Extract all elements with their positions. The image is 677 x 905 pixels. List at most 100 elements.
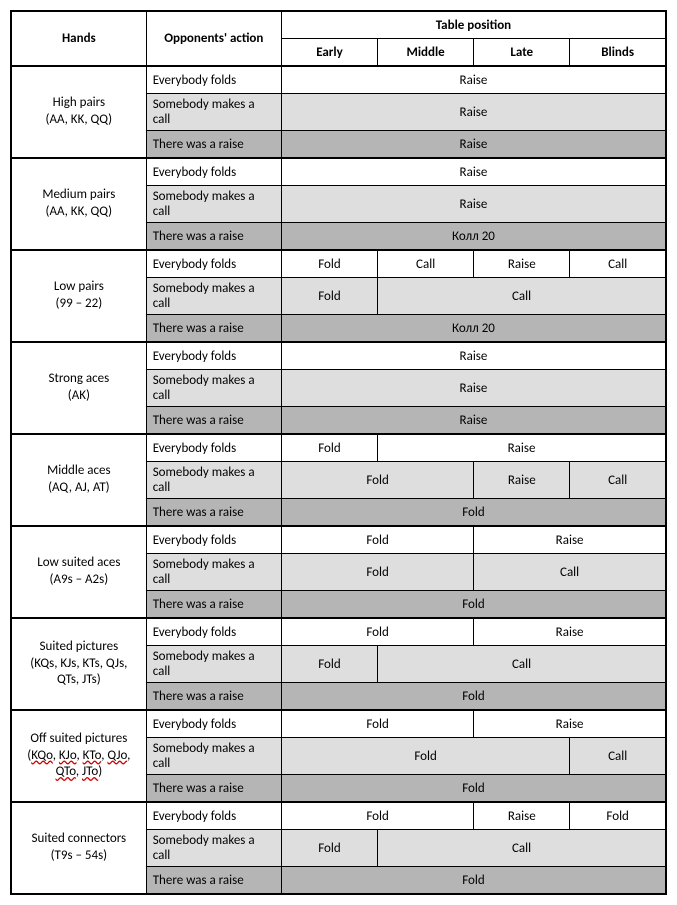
action-folds: Everybody folds bbox=[146, 434, 281, 462]
action-raise: There was a raise bbox=[146, 867, 281, 895]
off-hand-4: QJo bbox=[107, 748, 127, 763]
hand-sub: (AA, KK, QQ) bbox=[46, 204, 113, 219]
decision: Raise bbox=[474, 710, 666, 738]
off-hand-5: QTo bbox=[56, 764, 76, 779]
decision: Fold bbox=[281, 646, 377, 683]
decision: Call bbox=[378, 278, 666, 315]
action-calls: Somebody makes a call bbox=[146, 370, 281, 407]
decision: Call bbox=[474, 554, 666, 591]
decision: Fold bbox=[281, 462, 473, 499]
hand-label: Low pairs bbox=[54, 279, 104, 294]
action-calls: Somebody makes a call bbox=[146, 646, 281, 683]
action-calls: Somebody makes a call bbox=[146, 554, 281, 591]
decision: Fold bbox=[281, 250, 377, 278]
action-raise: There was a raise bbox=[146, 683, 281, 711]
decision: Fold bbox=[281, 802, 473, 830]
decision: Raise bbox=[281, 370, 666, 407]
decision: Fold bbox=[281, 526, 473, 554]
decision: Call bbox=[570, 462, 666, 499]
decision: Fold bbox=[281, 618, 473, 646]
action-raise: There was a raise bbox=[146, 315, 281, 343]
header-blinds: Blinds bbox=[570, 39, 666, 67]
header-action: Opponents' action bbox=[146, 11, 281, 66]
action-folds: Everybody folds bbox=[146, 342, 281, 370]
action-calls: Somebody makes a call bbox=[146, 186, 281, 223]
hand-label: High pairs bbox=[53, 95, 105, 110]
decision: Fold bbox=[281, 591, 666, 619]
header-position: Table position bbox=[281, 11, 666, 39]
decision: Raise bbox=[474, 526, 666, 554]
decision: Fold bbox=[281, 710, 473, 738]
hand-sub: (AA, KK, QQ) bbox=[46, 112, 113, 127]
hand-sub: (KQs, KJs, KTs, QJs, QTs, JTs) bbox=[30, 656, 127, 688]
action-raise: There was a raise bbox=[146, 131, 281, 159]
action-raise: There was a raise bbox=[146, 591, 281, 619]
action-folds: Everybody folds bbox=[146, 526, 281, 554]
hand-sub: (99 – 22) bbox=[56, 296, 103, 311]
action-folds: Everybody folds bbox=[146, 250, 281, 278]
hand-strong-aces: Strong aces (AK) bbox=[11, 342, 146, 434]
hand-low-pairs: Low pairs (99 – 22) bbox=[11, 250, 146, 342]
decision: Колл 20 bbox=[281, 223, 666, 251]
decision: Fold bbox=[570, 802, 666, 830]
action-folds: Everybody folds bbox=[146, 66, 281, 94]
hand-off-suited-pictures: Off suited pictures (KQo, KJo, KTo, QJo,… bbox=[11, 710, 146, 802]
hand-sub: (A9s – A2s) bbox=[50, 572, 109, 587]
decision: Call bbox=[570, 250, 666, 278]
action-raise: There was a raise bbox=[146, 499, 281, 527]
off-hand-2: KJo bbox=[59, 748, 77, 763]
decision: Fold bbox=[281, 434, 377, 462]
action-folds: Everybody folds bbox=[146, 710, 281, 738]
hand-label: Middle aces bbox=[47, 463, 110, 478]
off-hand-3: KTo bbox=[83, 748, 102, 763]
decision: Raise bbox=[281, 342, 666, 370]
decision: Fold bbox=[281, 554, 473, 591]
header-late: Late bbox=[474, 39, 570, 67]
decision: Raise bbox=[281, 158, 666, 186]
poker-chart-table: Hands Opponents' action Table position E… bbox=[10, 10, 667, 895]
decision: Raise bbox=[474, 802, 570, 830]
hand-low-suited-aces: Low suited aces (A9s – A2s) bbox=[11, 526, 146, 618]
action-raise: There was a raise bbox=[146, 775, 281, 803]
hand-sub: (AQ, AJ, AT) bbox=[48, 480, 110, 495]
decision: Call bbox=[570, 738, 666, 775]
action-folds: Everybody folds bbox=[146, 158, 281, 186]
hand-label: Strong aces bbox=[49, 371, 110, 386]
action-calls: Somebody makes a call bbox=[146, 94, 281, 131]
action-raise: There was a raise bbox=[146, 223, 281, 251]
decision: Raise bbox=[474, 618, 666, 646]
action-calls: Somebody makes a call bbox=[146, 738, 281, 775]
decision: Raise bbox=[281, 94, 666, 131]
action-folds: Everybody folds bbox=[146, 618, 281, 646]
action-calls: Somebody makes a call bbox=[146, 278, 281, 315]
decision: Call bbox=[378, 646, 666, 683]
decision: Raise bbox=[281, 66, 666, 94]
hand-sub: (T9s – 54s) bbox=[51, 848, 108, 863]
hand-suited-connectors: Suited connectors (T9s – 54s) bbox=[11, 802, 146, 894]
decision: Call bbox=[378, 830, 666, 867]
decision: Колл 20 bbox=[281, 315, 666, 343]
decision: Fold bbox=[281, 775, 666, 803]
action-raise: There was a raise bbox=[146, 407, 281, 435]
hand-middle-aces: Middle aces (AQ, AJ, AT) bbox=[11, 434, 146, 526]
hand-label: Low suited aces bbox=[37, 555, 120, 570]
action-calls: Somebody makes a call bbox=[146, 462, 281, 499]
decision: Fold bbox=[281, 867, 666, 895]
action-folds: Everybody folds bbox=[146, 802, 281, 830]
off-hand-6: JTo bbox=[82, 764, 98, 779]
header-early: Early bbox=[281, 39, 377, 67]
decision: Raise bbox=[474, 250, 570, 278]
action-calls: Somebody makes a call bbox=[146, 830, 281, 867]
hand-medium-pairs: Medium pairs (AA, KK, QQ) bbox=[11, 158, 146, 250]
hand-high-pairs: High pairs (AA, KK, QQ) bbox=[11, 66, 146, 158]
hand-label: Suited connectors bbox=[32, 831, 127, 846]
decision: Fold bbox=[281, 278, 377, 315]
header-middle: Middle bbox=[378, 39, 474, 67]
off-hand-1: KQo bbox=[31, 748, 53, 763]
hand-label: Medium pairs bbox=[42, 187, 115, 202]
decision: Fold bbox=[281, 738, 569, 775]
decision: Fold bbox=[281, 830, 377, 867]
hand-suited-pictures: Suited pictures (KQs, KJs, KTs, QJs, QTs… bbox=[11, 618, 146, 710]
decision: Call bbox=[378, 250, 474, 278]
header-hands: Hands bbox=[11, 11, 146, 66]
